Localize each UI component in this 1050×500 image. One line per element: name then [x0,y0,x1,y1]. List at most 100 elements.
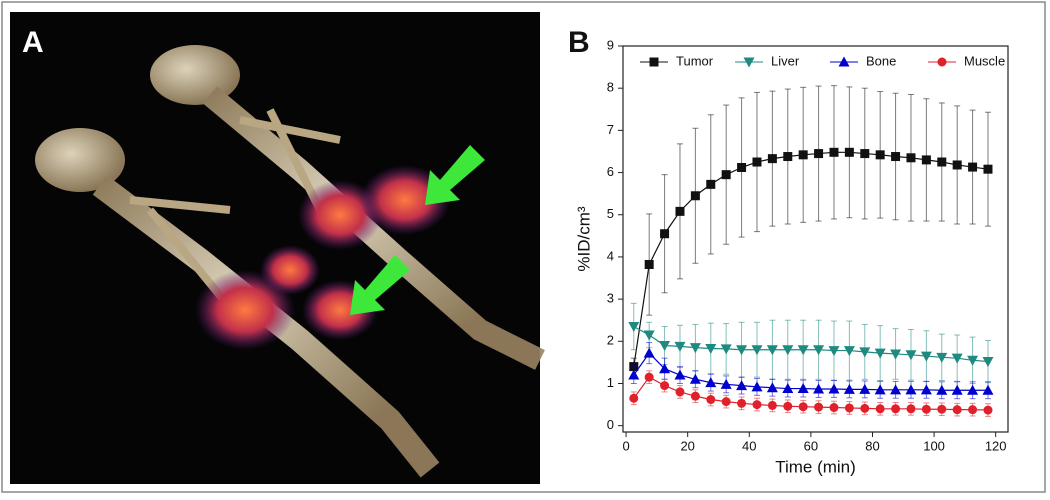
marker [674,369,686,380]
marker [783,401,793,411]
marker [720,378,732,389]
marker [767,400,777,410]
x-tick-label: 60 [804,438,818,453]
y-tick-label: 5 [607,206,614,221]
plot-area [622,45,1009,433]
marker [690,191,700,201]
marker [721,170,731,180]
marker [844,147,854,157]
marker [937,157,947,167]
marker [844,403,854,413]
marker [659,363,671,374]
marker [983,164,993,174]
marker [813,383,825,394]
marker [782,383,794,394]
marker [737,162,747,172]
marker [828,383,840,394]
marker [874,384,886,395]
marker [875,150,885,160]
marker [797,345,809,356]
marker [859,347,871,358]
marker [828,346,840,357]
legend-label: Liver [771,53,800,68]
marker [643,347,655,358]
marker [628,322,640,333]
marker [706,395,716,405]
marker [982,384,994,395]
marker [629,393,639,403]
marker [951,384,963,395]
y-tick-label: 1 [607,375,614,390]
marker [859,383,871,394]
marker [967,384,979,395]
marker [798,150,808,160]
x-tick-label: 0 [622,438,629,453]
marker [920,351,932,362]
marker [843,383,855,394]
marker [968,405,978,415]
marker [921,155,931,165]
marker [644,372,654,382]
marker [967,355,979,366]
marker [752,157,762,167]
marker [782,345,794,356]
marker [783,152,793,162]
marker [736,380,748,391]
marker [766,382,778,393]
marker [982,357,994,368]
photo-background [10,12,540,484]
marker [659,341,671,352]
legend-label: Tumor [676,53,714,68]
marker [675,206,685,216]
marker [983,405,993,415]
marker [675,387,685,397]
marker [674,341,686,352]
marker [743,57,755,68]
marker [890,384,902,395]
y-tick-label: 2 [607,333,614,348]
marker [921,404,931,414]
photo-panel: A [10,12,545,484]
marker [705,377,717,388]
marker [874,348,886,359]
marker [737,398,747,408]
marker [797,383,809,394]
marker [843,346,855,357]
series-line [633,151,989,367]
marker [860,149,870,159]
x-tick-label: 40 [742,438,756,453]
y-tick-label: 8 [607,80,614,95]
marker [875,404,885,414]
marker [767,154,777,164]
marker [649,57,659,67]
chart: 0 1 2 3 4 5 6 7 8 9 0 20 40 60 80 100 120 Time (min) %ID/c… [574,37,1009,476]
marker [643,330,655,341]
frame [1,1,1046,493]
marker [766,345,778,356]
marker [937,57,947,67]
marker [905,384,917,395]
marker [752,400,762,410]
marker [644,260,654,270]
marker [891,152,901,162]
y-tick-label: 4 [607,248,614,263]
x-tick-label: 120 [985,438,1007,453]
marker [813,345,825,356]
series-line [633,326,989,363]
marker [829,403,839,413]
marker [751,345,763,356]
marker [814,149,824,159]
x-axis-label: Time (min) [775,457,856,476]
panel-label: B [568,26,590,59]
marker [689,373,701,384]
marker [890,349,902,360]
marker [936,352,948,363]
y-tick-label: 7 [607,122,614,137]
y-tick-label: 6 [607,164,614,179]
marker [920,384,932,395]
legend-label: Bone [866,53,896,68]
x-tick-label: 100 [923,438,945,453]
y-tick-label: 3 [607,291,614,306]
